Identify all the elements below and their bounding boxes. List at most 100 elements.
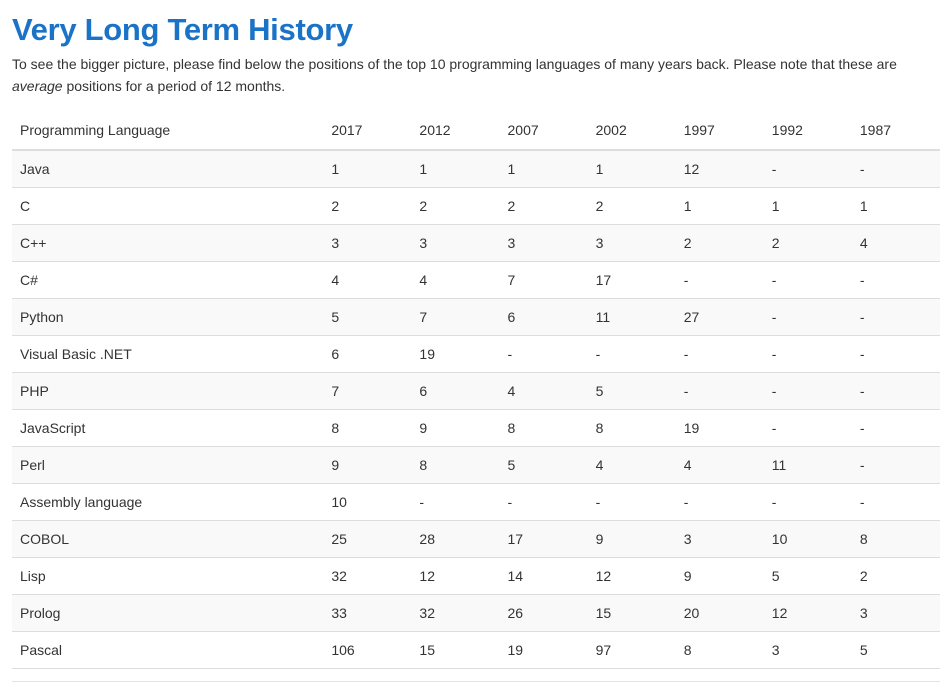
- history-section: Very Long Term History To see the bigger…: [12, 0, 940, 669]
- column-header-year: 1987: [851, 111, 940, 151]
- rank-cell: 9: [587, 520, 676, 558]
- rank-cell: 9: [323, 446, 412, 484]
- table-row: Prolog 33 32 26 15 20 12 3: [12, 594, 940, 632]
- rank-cell: -: [851, 372, 940, 410]
- language-name-cell: Prolog: [12, 594, 324, 632]
- rank-cell: 3: [587, 224, 676, 262]
- rank-cell: 2: [499, 187, 588, 225]
- rank-cell: 7: [411, 298, 500, 336]
- rank-cell: 5: [763, 557, 852, 595]
- rank-cell: 2: [587, 187, 676, 225]
- rank-cell: 6: [323, 335, 412, 373]
- table-row: C++ 3 3 3 3 2 2 4: [12, 224, 940, 262]
- rank-cell: 4: [675, 446, 764, 484]
- rank-cell: -: [851, 150, 940, 188]
- rank-cell: 6: [499, 298, 588, 336]
- language-name-cell: Python: [12, 298, 324, 336]
- rank-cell: 12: [411, 557, 500, 595]
- rank-cell: -: [499, 483, 588, 521]
- language-name-cell: COBOL: [12, 520, 324, 558]
- rank-cell: -: [675, 335, 764, 373]
- language-name-cell: PHP: [12, 372, 324, 410]
- rank-cell: 6: [411, 372, 500, 410]
- rank-cell: 28: [411, 520, 500, 558]
- rank-cell: 3: [675, 520, 764, 558]
- rank-cell: 2: [323, 187, 412, 225]
- rank-cell: 5: [587, 372, 676, 410]
- rank-cell: 19: [499, 631, 588, 669]
- rank-cell: 33: [323, 594, 412, 632]
- rank-cell: 9: [675, 557, 764, 595]
- rank-cell: 27: [675, 298, 764, 336]
- rank-cell: 7: [323, 372, 412, 410]
- rank-cell: 4: [587, 446, 676, 484]
- rank-cell: 5: [851, 631, 940, 669]
- rank-cell: 5: [499, 446, 588, 484]
- rank-cell: 1: [587, 150, 676, 188]
- rank-cell: 17: [587, 261, 676, 299]
- table-row: Visual Basic .NET 6 19- - - - -: [12, 335, 940, 373]
- rank-cell: 106: [323, 631, 412, 669]
- rank-cell: 2: [675, 224, 764, 262]
- rank-cell: 10: [763, 520, 852, 558]
- rank-cell: -: [763, 335, 852, 373]
- rank-cell: 8: [499, 409, 588, 447]
- rank-cell: 3: [763, 631, 852, 669]
- rank-cell: 2: [851, 557, 940, 595]
- language-name-cell: Assembly language: [12, 483, 324, 521]
- rank-cell: 1: [499, 150, 588, 188]
- language-name-cell: C: [12, 187, 324, 225]
- rank-cell: 8: [675, 631, 764, 669]
- rank-cell: -: [851, 335, 940, 373]
- language-name-cell: Perl: [12, 446, 324, 484]
- rank-cell: -: [411, 483, 500, 521]
- rank-cell: 3: [499, 224, 588, 262]
- rank-cell: 9: [411, 409, 500, 447]
- rank-cell: -: [851, 446, 940, 484]
- table-row: Perl 9 8 5 4 4 11-: [12, 446, 940, 484]
- column-header-year: 2012: [411, 111, 500, 151]
- rank-cell: -: [851, 409, 940, 447]
- rank-cell: 32: [323, 557, 412, 595]
- rank-cell: 4: [851, 224, 940, 262]
- rank-cell: -: [851, 261, 940, 299]
- rank-cell: 14: [499, 557, 588, 595]
- history-table: Programming Language 2017 2012 2007 2002 1997…: [12, 111, 940, 669]
- rank-cell: 10: [323, 483, 412, 521]
- table-row: Lisp 32 12 14 12 9 5 2: [12, 557, 940, 595]
- rank-cell: 1: [675, 187, 764, 225]
- rank-cell: 1: [411, 150, 500, 188]
- language-name-cell: Pascal: [12, 631, 324, 669]
- rank-cell: 1: [763, 187, 852, 225]
- intro-emphasis: average: [12, 78, 63, 94]
- rank-cell: -: [587, 335, 676, 373]
- rank-cell: -: [675, 261, 764, 299]
- intro-paragraph: To see the bigger picture, please find b…: [12, 53, 938, 97]
- language-name-cell: Java: [12, 150, 324, 188]
- rank-cell: 4: [411, 261, 500, 299]
- column-header-year: 1997: [675, 111, 764, 151]
- rank-cell: 32: [411, 594, 500, 632]
- column-header-year: 2002: [587, 111, 676, 151]
- column-header-language: Programming Language: [12, 111, 324, 151]
- rank-cell: 20: [675, 594, 764, 632]
- intro-text-end: positions for a period of 12 months.: [62, 78, 286, 94]
- rank-cell: 4: [323, 261, 412, 299]
- rank-cell: 97: [587, 631, 676, 669]
- rank-cell: 12: [587, 557, 676, 595]
- rank-cell: 15: [587, 594, 676, 632]
- rank-cell: 2: [411, 187, 500, 225]
- column-header-year: 1992: [763, 111, 852, 151]
- rank-cell: -: [763, 372, 852, 410]
- rank-cell: -: [763, 483, 852, 521]
- rank-cell: 19: [675, 409, 764, 447]
- table-row: COBOL 25 28 17 9 3 10 8: [12, 520, 940, 558]
- bottom-divider: [12, 681, 940, 682]
- rank-cell: 8: [851, 520, 940, 558]
- rank-cell: 19: [411, 335, 500, 373]
- language-name-cell: C#: [12, 261, 324, 299]
- rank-cell: 1: [851, 187, 940, 225]
- table-row: Pascal 106 15 19 97 8 3 5: [12, 631, 940, 669]
- rank-cell: -: [763, 298, 852, 336]
